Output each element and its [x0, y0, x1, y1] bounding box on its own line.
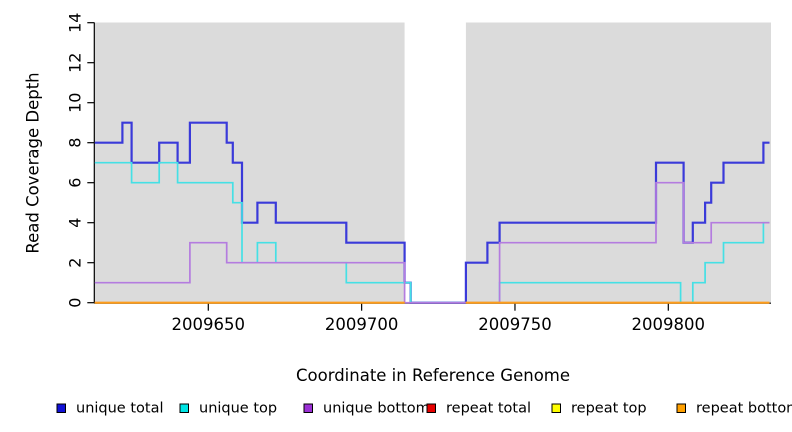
series-line-unique-top: [94, 161, 770, 304]
y-tick-label: 12: [66, 53, 85, 73]
legend-label-unique-total: unique total: [76, 401, 164, 417]
legend-swatch-repeat-top: [551, 403, 561, 413]
legend-swatch-unique-total: [56, 403, 66, 413]
x-tick-label: 2009750: [478, 315, 552, 334]
y-tick-label: 2: [66, 258, 85, 268]
y-tick-label: 10: [66, 93, 85, 113]
y-axis-title: Read Coverage Depth: [23, 72, 43, 254]
series-line-unique-bottom: [94, 181, 770, 304]
legend-swatch-unique-top: [179, 403, 189, 413]
legend-label-repeat-bottom: repeat bottom: [696, 401, 792, 417]
legend-label-unique-bottom: unique bottom: [323, 401, 430, 417]
y-tick-label: 4: [66, 218, 85, 228]
x-tick-label: 2009650: [172, 315, 246, 334]
legend-swatch-repeat-total: [426, 403, 436, 413]
x-tick-label: 2009700: [325, 315, 399, 334]
legend-label-unique-top: unique top: [199, 401, 277, 417]
y-tick-label: 0: [66, 298, 85, 308]
x-axis-title: Coordinate in Reference Genome: [295, 366, 571, 385]
y-tick-label: 14: [66, 13, 85, 33]
x-tick-label: 2009800: [632, 315, 706, 334]
legend-label-repeat-top: repeat top: [571, 401, 647, 417]
legend-label-repeat-total: repeat total: [446, 401, 531, 417]
y-tick-label: 8: [66, 138, 85, 148]
y-tick-label: 6: [66, 178, 85, 188]
gap-band: [404, 22, 466, 304]
legend-swatch-unique-bottom: [303, 403, 313, 413]
legend-swatch-repeat-bottom: [676, 403, 686, 413]
